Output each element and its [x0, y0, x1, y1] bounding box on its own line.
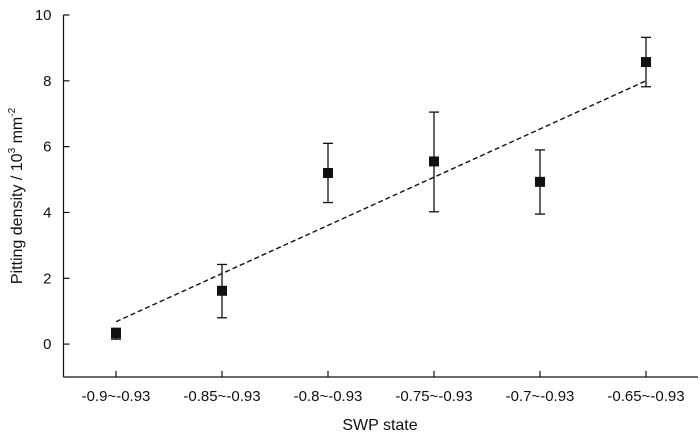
data-point-marker — [641, 57, 651, 68]
y-tick-label: 8 — [43, 73, 51, 90]
y-tick-label: 6 — [43, 139, 51, 156]
y-axis-title-prefix: Pitting density / 10 — [9, 153, 26, 284]
y-tick-label: 0 — [43, 336, 51, 353]
x-axis-title: SWP state — [342, 417, 417, 434]
x-tick-label: -0.9~-0.93 — [82, 388, 151, 405]
x-tick-label: -0.8~-0.93 — [294, 388, 363, 405]
data-point-marker — [429, 156, 439, 167]
data-point-marker — [323, 167, 333, 178]
plot-frame — [62, 15, 698, 378]
data-point-marker — [535, 176, 545, 187]
y-tick-label: 2 — [43, 270, 51, 287]
y-axis-title-exp1: 3 — [7, 147, 18, 153]
y-axis-title-exp2: -2 — [7, 107, 18, 116]
x-axis-ticks: -0.9~-0.93 -0.85~-0.93 -0.8~-0.93 -0.75~-0.… — [82, 371, 685, 405]
x-tick-label: -0.85~-0.93 — [183, 388, 260, 405]
data-point-group — [429, 111, 439, 213]
x-tick-label: -0.75~-0.93 — [395, 388, 472, 405]
data-point-marker — [111, 328, 121, 339]
linear-fit-line — [115, 80, 647, 323]
x-tick-label: -0.65~-0.93 — [607, 388, 684, 405]
y-axis-title-middle: mm — [9, 117, 26, 148]
y-tick-label: 10 — [35, 7, 52, 24]
data-point-group — [111, 327, 121, 340]
data-point-group — [323, 142, 333, 204]
data-point-group — [641, 36, 651, 88]
x-tick-label: -0.7~-0.93 — [506, 388, 575, 405]
data-point-group — [217, 263, 227, 319]
y-axis-title: Pitting density / 103 mm-2 — [7, 107, 26, 284]
fit-line-group — [115, 80, 647, 323]
y-tick-label: 4 — [43, 204, 51, 221]
data-point-marker — [217, 285, 227, 296]
data-point-group — [535, 149, 545, 215]
data-points — [111, 36, 651, 340]
y-axis-ticks: 0 2 4 6 8 10 — [35, 7, 70, 353]
